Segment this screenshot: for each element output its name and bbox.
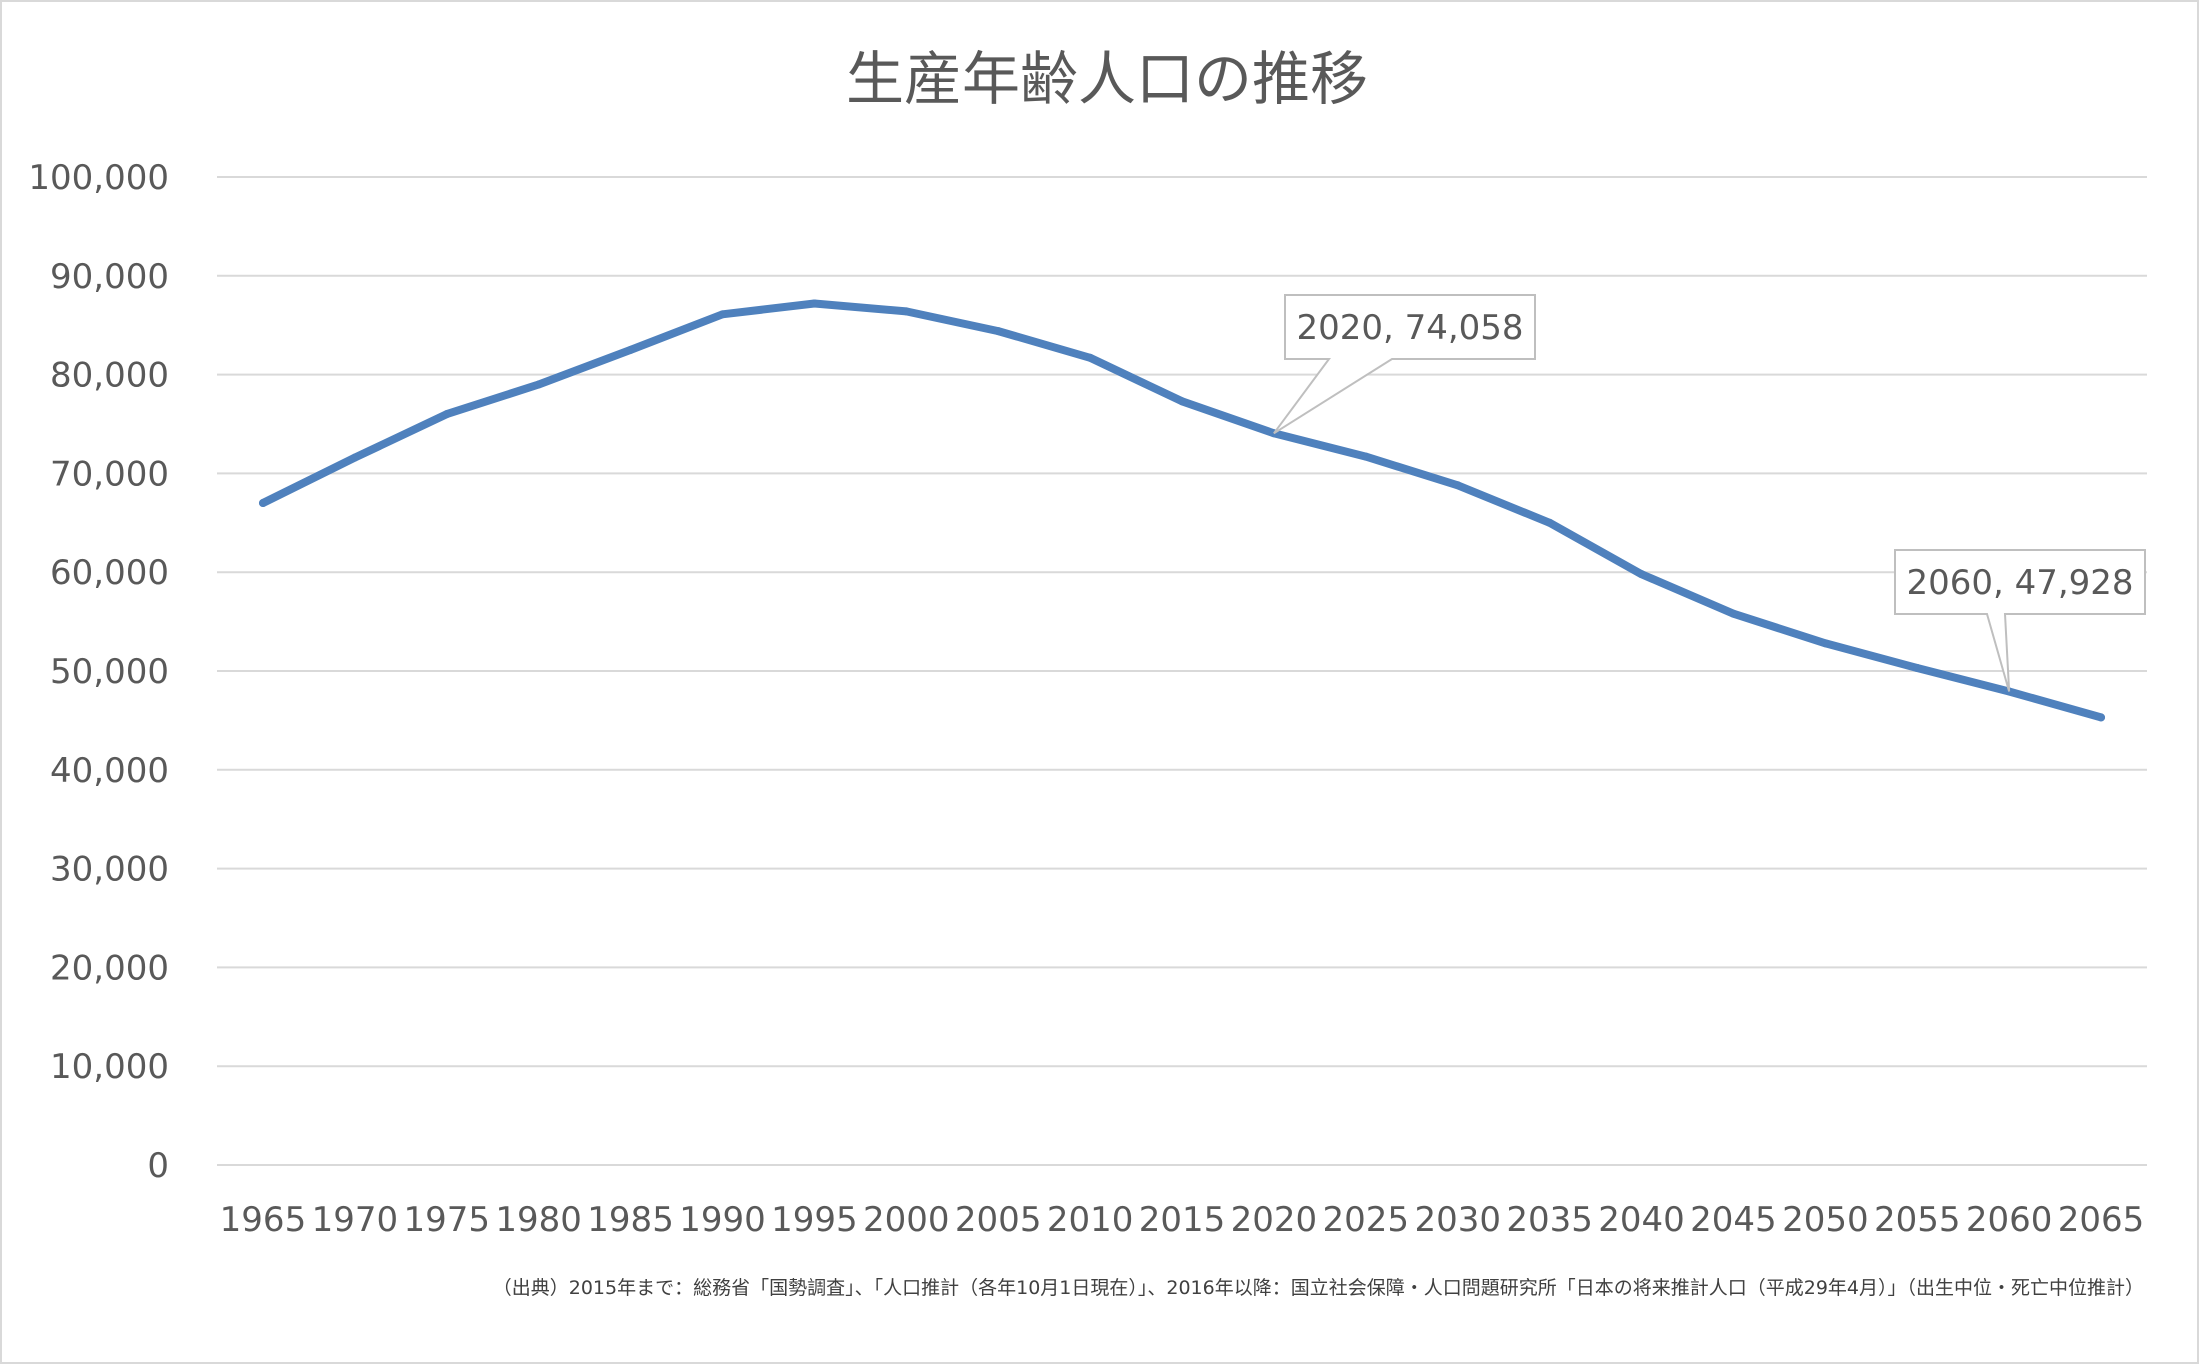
x-tick-label: 2060 (1966, 1200, 2053, 1240)
data-point (994, 327, 1003, 336)
y-tick-label: 0 (147, 1146, 169, 1186)
callout: 2060, 47,928 (1894, 549, 2146, 692)
x-tick-label: 1985 (587, 1200, 674, 1240)
data-point (1729, 609, 1738, 618)
x-tick-label: 2055 (1874, 1200, 1961, 1240)
x-tick-label: 2065 (2058, 1200, 2145, 1240)
data-point (1361, 452, 1370, 461)
data-point (1545, 518, 1554, 527)
data-point (350, 453, 359, 462)
data-point (902, 307, 911, 316)
x-tick-label: 2045 (1690, 1200, 1777, 1240)
data-point (626, 345, 635, 354)
data-point (1913, 664, 1922, 673)
callout-box (1273, 294, 1536, 435)
x-tick-label: 2005 (955, 1200, 1042, 1240)
data-point (718, 310, 727, 319)
data-point (1178, 397, 1186, 406)
x-tick-label: 2040 (1598, 1200, 1685, 1240)
x-tick-label: 1990 (679, 1200, 766, 1240)
data-point (534, 380, 543, 389)
annotation-layer: 2020, 74,058 2060, 47,928 (1273, 294, 2146, 692)
source-note: （出典）2015年まで：総務省「国勢調査」、「人口推計（各年10月1日現在）」、… (493, 1277, 2144, 1299)
y-tick-label: 10,000 (50, 1047, 169, 1087)
y-tick-label: 90,000 (50, 257, 169, 297)
x-tick-label: 2020 (1231, 1200, 1318, 1240)
data-point (1453, 481, 1462, 490)
y-tick-label: 100,000 (28, 158, 169, 198)
data-point (1637, 570, 1646, 579)
y-tick-label: 60,000 (50, 553, 169, 593)
grid-layer (217, 176, 2147, 1166)
y-tick-label: 50,000 (50, 652, 169, 692)
x-tick-label: 2010 (1047, 1200, 1134, 1240)
x-tick-label: 2035 (1506, 1200, 1593, 1240)
data-point (1821, 639, 1830, 648)
data-point (258, 499, 267, 508)
y-tick-label: 20,000 (50, 948, 169, 988)
data-point (2097, 713, 2106, 722)
x-axis-ticks: 1965 1970 1975 1980 1985 1990 1995 2000 2005 2010… (220, 1200, 2145, 1240)
series-line (259, 299, 2105, 722)
x-tick-label: 2030 (1414, 1200, 1501, 1240)
x-tick-label: 2000 (863, 1200, 950, 1240)
chart-title: 生産年齢人口の推移 (846, 45, 1368, 113)
callout-label: 2020, 74,058 (1296, 308, 1523, 348)
x-tick-label: 1975 (403, 1200, 490, 1240)
x-tick-label: 1995 (771, 1200, 858, 1240)
x-tick-label: 2050 (1782, 1200, 1869, 1240)
y-tick-label: 70,000 (50, 454, 169, 494)
x-tick-label: 1980 (495, 1200, 582, 1240)
data-point (1086, 353, 1095, 362)
y-tick-label: 30,000 (50, 850, 169, 890)
series-layer (258, 299, 2106, 722)
callout-box (1894, 549, 2146, 692)
x-tick-label: 1965 (220, 1200, 307, 1240)
x-tick-label: 1970 (312, 1200, 399, 1240)
data-point (810, 299, 819, 308)
data-point (442, 410, 451, 419)
callout-label: 2060, 47,928 (1906, 563, 2133, 603)
y-axis-ticks: 0 10,000 20,000 30,000 40,000 50,000 60,000 70,… (28, 158, 169, 1186)
y-tick-label: 40,000 (50, 751, 169, 791)
y-tick-label: 80,000 (50, 356, 169, 396)
x-tick-label: 2015 (1139, 1200, 1226, 1240)
x-tick-label: 2025 (1323, 1200, 1410, 1240)
callout: 2020, 74,058 (1273, 294, 1536, 435)
